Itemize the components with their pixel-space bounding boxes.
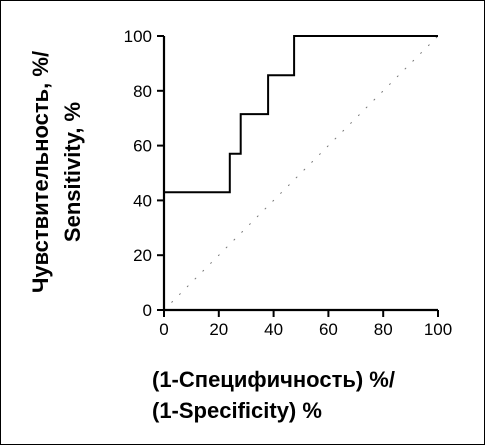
x-tick-label: 60 bbox=[319, 320, 338, 339]
y-axis-title-line2: Sensitivity, % bbox=[60, 102, 85, 242]
roc-curve-layer bbox=[164, 35, 438, 194]
y-tick-label: 40 bbox=[133, 191, 152, 210]
x-tick-label: 100 bbox=[424, 320, 452, 339]
x-ticks: 0 20 40 60 80 100 bbox=[159, 310, 452, 339]
y-axis-title-line1: Чувствительность, %/ bbox=[28, 51, 53, 293]
x-tick-label: 20 bbox=[209, 320, 228, 339]
x-axis-title-line1: (1-Специфичность) %/ bbox=[152, 367, 395, 392]
x-tick-label: 0 bbox=[159, 320, 168, 339]
y-tick-label: 80 bbox=[133, 82, 152, 101]
y-tick-label: 20 bbox=[133, 246, 152, 265]
x-tick-label: 40 bbox=[264, 320, 283, 339]
y-tick-label: 0 bbox=[143, 301, 152, 320]
x-tick-label: 80 bbox=[374, 320, 393, 339]
roc-curve-line bbox=[164, 35, 438, 194]
axes bbox=[162, 36, 438, 312]
y-ticks: 0 20 40 60 80 100 bbox=[124, 27, 164, 320]
y-tick-label: 100 bbox=[124, 27, 152, 46]
x-axis-title-line2: (1-Specificity) % bbox=[152, 398, 322, 423]
reference-diagonal-line bbox=[163, 35, 439, 311]
y-tick-label: 60 bbox=[133, 137, 152, 156]
reference-line-layer bbox=[163, 35, 439, 311]
